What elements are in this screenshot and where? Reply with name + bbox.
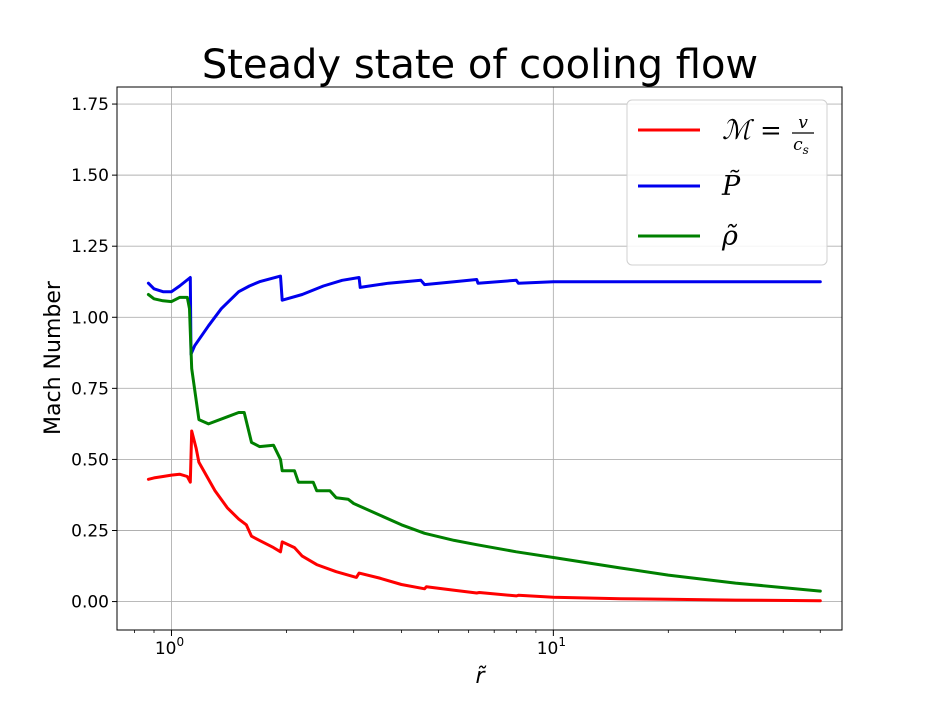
y-tick-label: 1.50 — [71, 166, 109, 186]
x-axis-label: r̃ — [475, 664, 487, 689]
x-tick-exponent: 0 — [176, 635, 184, 649]
series-line-1 — [146, 274, 822, 356]
y-tick-label: 0.00 — [71, 593, 109, 613]
x-tick-label: 101 — [537, 635, 566, 659]
y-tick-label: 1.75 — [71, 95, 109, 115]
legend-denominator-sub: s — [803, 143, 809, 157]
y-tick-label: 1.00 — [71, 308, 109, 328]
legend-label-0: ℳ — [722, 115, 755, 146]
legend-label-1: P̃ — [721, 169, 741, 202]
legend-frame — [626, 99, 828, 266]
y-tick-label: 0.75 — [71, 379, 109, 399]
x-tick-exponent: 1 — [558, 635, 566, 649]
y-tick-label: 1.25 — [71, 237, 109, 257]
series-layer — [146, 274, 822, 603]
legend-label-lhs: ℳ — [722, 115, 755, 146]
x-tick-label: 100 — [155, 635, 184, 659]
chart-title: Steady state of cooling flow — [202, 42, 758, 88]
legend-label-2: ρ̃ — [721, 221, 738, 252]
y-tick-label: 0.25 — [71, 521, 109, 541]
x-tick-base: 10 — [537, 639, 559, 659]
grid-layer — [117, 87, 842, 630]
series-line-0 — [146, 429, 822, 603]
plot-frame — [116, 86, 843, 631]
legend-numerator: v — [798, 113, 808, 133]
y-tick-label: 0.50 — [71, 450, 109, 470]
legend-equals: = — [760, 116, 782, 146]
series-line-2 — [146, 293, 822, 593]
x-tick-base: 10 — [155, 639, 177, 659]
y-axis-label: Mach Number — [41, 280, 66, 435]
